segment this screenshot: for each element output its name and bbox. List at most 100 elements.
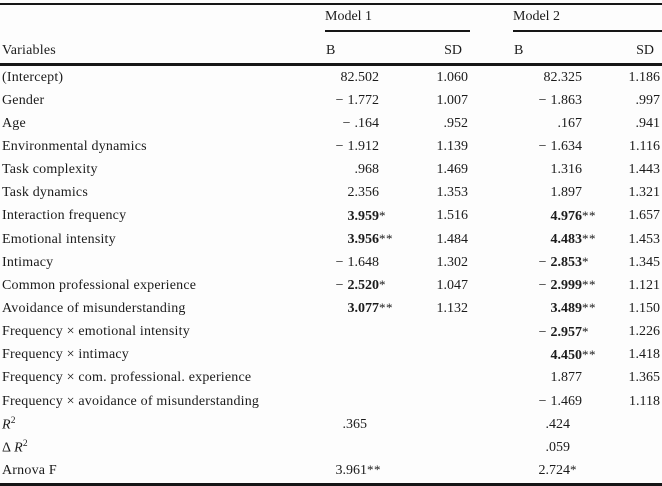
- table-row: Avoidance of misunderstanding 3.077** 1.13…: [0, 297, 662, 320]
- b-value: .365: [342, 416, 368, 432]
- m1-sd-cell: 1.139: [436, 138, 469, 154]
- row-label-superscript: 2: [10, 415, 16, 426]
- m2-b-cell: .167: [513, 116, 600, 132]
- m1-b-cell: −2.520*: [325, 277, 397, 294]
- b-value: 2.853: [550, 255, 583, 271]
- m2-sd-cell: 1.657: [628, 208, 661, 224]
- row-label-text: Task dynamics: [2, 185, 88, 201]
- table-row: Frequency × emotional intensity −2.957* 1.…: [0, 321, 662, 344]
- m2-sd-cell: 1.443: [628, 162, 661, 178]
- row-label: R2: [0, 416, 325, 434]
- table-row: Frequency × com. professional. experienc…: [0, 367, 662, 390]
- table-row: Intimacy −1.648 1.302−2.853* 1.345: [0, 251, 662, 274]
- b-value: 4.450: [550, 347, 583, 363]
- m2-sd-cell: 1.418: [628, 347, 661, 363]
- m2-b-cell: 4.976**: [513, 208, 600, 225]
- m2-b-cell: 2.724*: [513, 462, 600, 479]
- m1-b-cell: 3.961**: [325, 462, 397, 479]
- b-value: 1.912: [347, 138, 380, 154]
- significance-stars: **: [379, 300, 393, 316]
- m2-b-cell: −2.999**: [513, 277, 600, 294]
- b-value: .968: [354, 162, 380, 178]
- row-label-superscript: 2: [22, 438, 28, 449]
- row-label-text: Frequency × intimacy: [2, 347, 129, 363]
- table-row: R2 .365 .424: [0, 413, 662, 436]
- row-label: (Intercept): [0, 70, 325, 86]
- m2-b-cell: .424: [513, 417, 600, 433]
- m2-b-cell: −2.853*: [513, 254, 600, 271]
- b-value: 3.489: [550, 301, 583, 317]
- table-row: Task complexity .968 1.469 1.316 1.443: [0, 159, 662, 182]
- row-label: Δ R2: [0, 439, 325, 457]
- row-label: Gender: [0, 93, 325, 109]
- m1-b-cell: .968: [325, 162, 397, 178]
- model2-sd-header: SD: [636, 43, 654, 58]
- m1-b-cell: [325, 370, 397, 386]
- row-label: Arnova F: [0, 463, 325, 479]
- bottom-rule: [0, 482, 662, 486]
- m2-sd-cell: 1.118: [629, 393, 660, 409]
- m2-b-cell: −2.957*: [513, 324, 600, 341]
- header-divider-rule: [0, 63, 662, 66]
- m2-b-cell: 4.450**: [513, 347, 600, 364]
- m2-b-cell: 4.483**: [513, 231, 600, 248]
- significance-stars: *: [379, 207, 386, 223]
- value-sign: −: [538, 324, 547, 340]
- b-value: 1.877: [550, 370, 583, 386]
- b-value: .424: [545, 416, 571, 432]
- row-label: Frequency × intimacy: [0, 347, 325, 363]
- significance-stars: **: [582, 300, 596, 316]
- table-row: Arnova F 3.961** 2.724*: [0, 459, 662, 482]
- row-label-text: Interaction frequency: [2, 208, 127, 224]
- b-value: 1.634: [550, 138, 583, 154]
- m1-b-cell: −1.772: [325, 93, 397, 109]
- table-row: Age − .164 .952 .167 .941: [0, 112, 662, 135]
- row-label-text: Frequency × emotional intensity: [2, 324, 190, 340]
- m1-sd-cell: .952: [443, 115, 469, 131]
- m2-b-cell: −1.634: [513, 139, 600, 155]
- table-row: Emotional intensity 3.956** 1.484 4.483** 1.…: [0, 228, 662, 251]
- b-value: 3.961: [335, 463, 368, 479]
- m2-sd-cell: 1.150: [628, 300, 661, 316]
- m2-sd-cell: 1.121: [628, 277, 661, 293]
- row-label: Common professional experience: [0, 278, 325, 294]
- column-header-row: Variables B SD B SD: [0, 31, 662, 63]
- m1-b-cell: 3.077**: [325, 300, 397, 317]
- model2-title: Model 2: [513, 9, 561, 24]
- m1-sd-cell: 1.060: [436, 69, 469, 85]
- top-rule: [0, 3, 662, 5]
- model2-b-header: B: [514, 43, 524, 58]
- m1-sd-cell: 1.516: [436, 208, 469, 224]
- m1-b-cell: − .164: [325, 116, 397, 132]
- table-row: (Intercept) 82.502 1.060 82.325 1.186: [0, 66, 662, 89]
- table-row: Δ R2 .059: [0, 436, 662, 459]
- value-sign: −: [342, 115, 351, 131]
- b-value: 4.976: [550, 208, 583, 224]
- significance-stars: *: [582, 254, 589, 270]
- table-row: Environmental dynamics −1.912 1.139−1.634 1…: [0, 135, 662, 158]
- m2-b-cell: .059: [513, 440, 600, 456]
- m2-b-cell: 1.897: [513, 185, 600, 201]
- m1-sd-cell: 1.302: [436, 254, 469, 270]
- m2-sd-cell: .941: [635, 115, 661, 131]
- m1-b-cell: [325, 347, 397, 363]
- model1-sd-header: SD: [444, 43, 462, 58]
- significance-stars: **: [367, 462, 381, 478]
- m1-b-cell: 3.956**: [325, 231, 397, 248]
- significance-stars: **: [582, 346, 596, 362]
- b-value: 2.724: [538, 463, 571, 479]
- row-label-text: Arnova F: [2, 462, 57, 478]
- m1-sd-cell: 1.047: [436, 277, 469, 293]
- row-label-text: Common professional experience: [2, 277, 197, 293]
- b-value: 3.959: [347, 208, 380, 224]
- value-sign: −: [538, 92, 547, 108]
- m1-b-cell: −1.912: [325, 139, 397, 155]
- model2-header: Model 2: [513, 4, 662, 32]
- value-sign: −: [335, 278, 344, 294]
- row-label-text: Age: [2, 115, 26, 131]
- m1-sd-cell: 1.007: [436, 92, 469, 108]
- m2-b-cell: 1.316: [513, 162, 600, 178]
- significance-stars: *: [582, 323, 589, 339]
- table-row: Interaction frequency 3.959* 1.516 4.976** 1…: [0, 205, 662, 228]
